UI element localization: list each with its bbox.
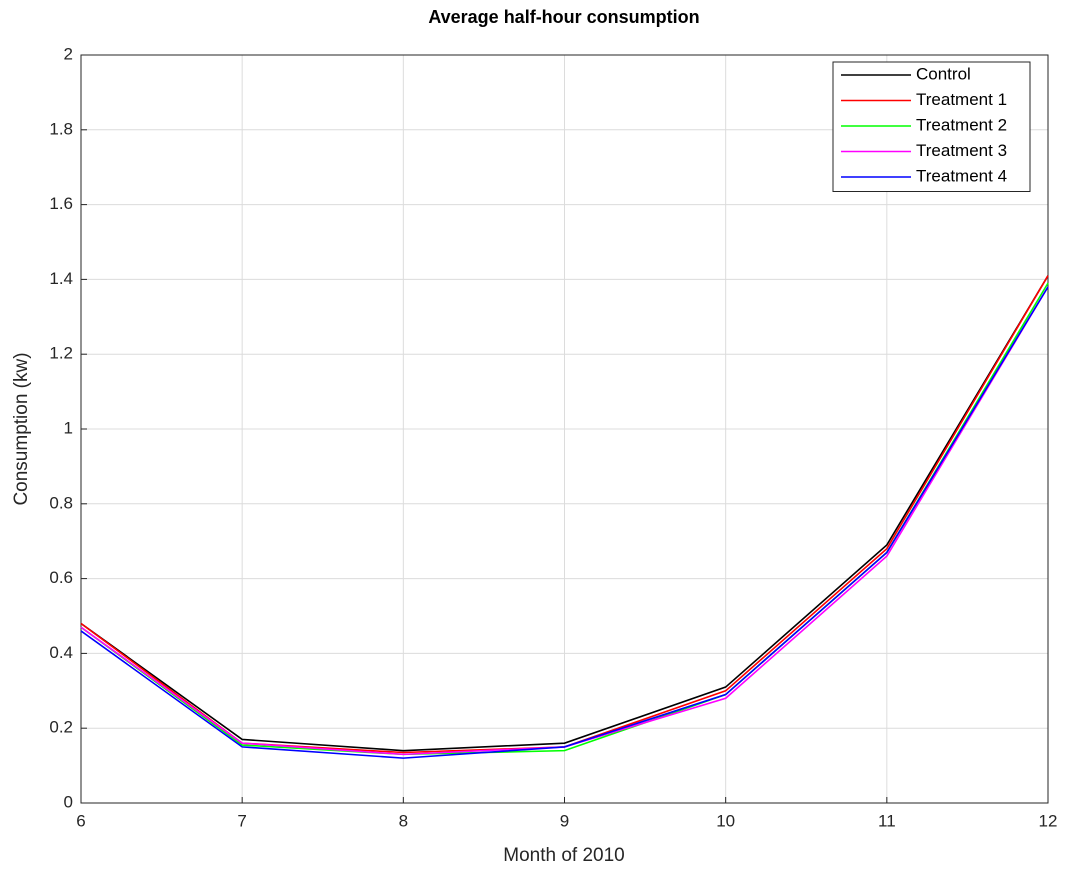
x-tick-label: 7 xyxy=(237,811,246,830)
legend-label: Treatment 3 xyxy=(916,141,1007,160)
y-tick-label: 1.2 xyxy=(49,344,73,363)
x-tick-label: 12 xyxy=(1039,811,1058,830)
y-tick-label: 0.6 xyxy=(49,568,73,587)
legend-label: Treatment 4 xyxy=(916,166,1007,185)
x-tick-label: 8 xyxy=(399,811,408,830)
x-axis-label: Month of 2010 xyxy=(503,845,624,866)
y-tick-label: 1.8 xyxy=(49,119,73,138)
y-tick-label: 0.2 xyxy=(49,718,73,737)
chart-title: Average half-hour consumption xyxy=(428,7,699,27)
legend-label: Treatment 1 xyxy=(916,90,1007,109)
y-tick-label: 1.4 xyxy=(49,269,73,288)
axes-box xyxy=(80,54,1049,804)
legend-label: Control xyxy=(916,64,971,83)
y-axis-label: Consumption (kw) xyxy=(11,352,32,505)
x-tick-label: 11 xyxy=(878,811,896,830)
y-tick-label: 2 xyxy=(64,44,73,63)
y-tick-label: 0.4 xyxy=(49,643,73,662)
series-line xyxy=(80,286,1049,759)
y-tick-label: 1 xyxy=(64,418,73,437)
x-tick-label: 6 xyxy=(76,811,85,830)
y-tick-label: 0 xyxy=(64,792,73,811)
x-tick-label: 9 xyxy=(560,811,569,830)
x-tick-label: 10 xyxy=(716,811,735,830)
series-line xyxy=(80,275,1049,752)
legend-label: Treatment 2 xyxy=(916,115,1007,134)
y-tick-label: 1.6 xyxy=(49,194,73,213)
y-tick-label: 0.8 xyxy=(49,493,73,512)
